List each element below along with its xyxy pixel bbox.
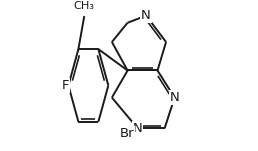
Text: N: N xyxy=(141,9,151,22)
Text: Br: Br xyxy=(120,127,134,140)
Text: N: N xyxy=(170,91,180,104)
Text: N: N xyxy=(133,122,142,135)
Text: F: F xyxy=(61,79,69,92)
Text: CH₃: CH₃ xyxy=(74,1,95,11)
